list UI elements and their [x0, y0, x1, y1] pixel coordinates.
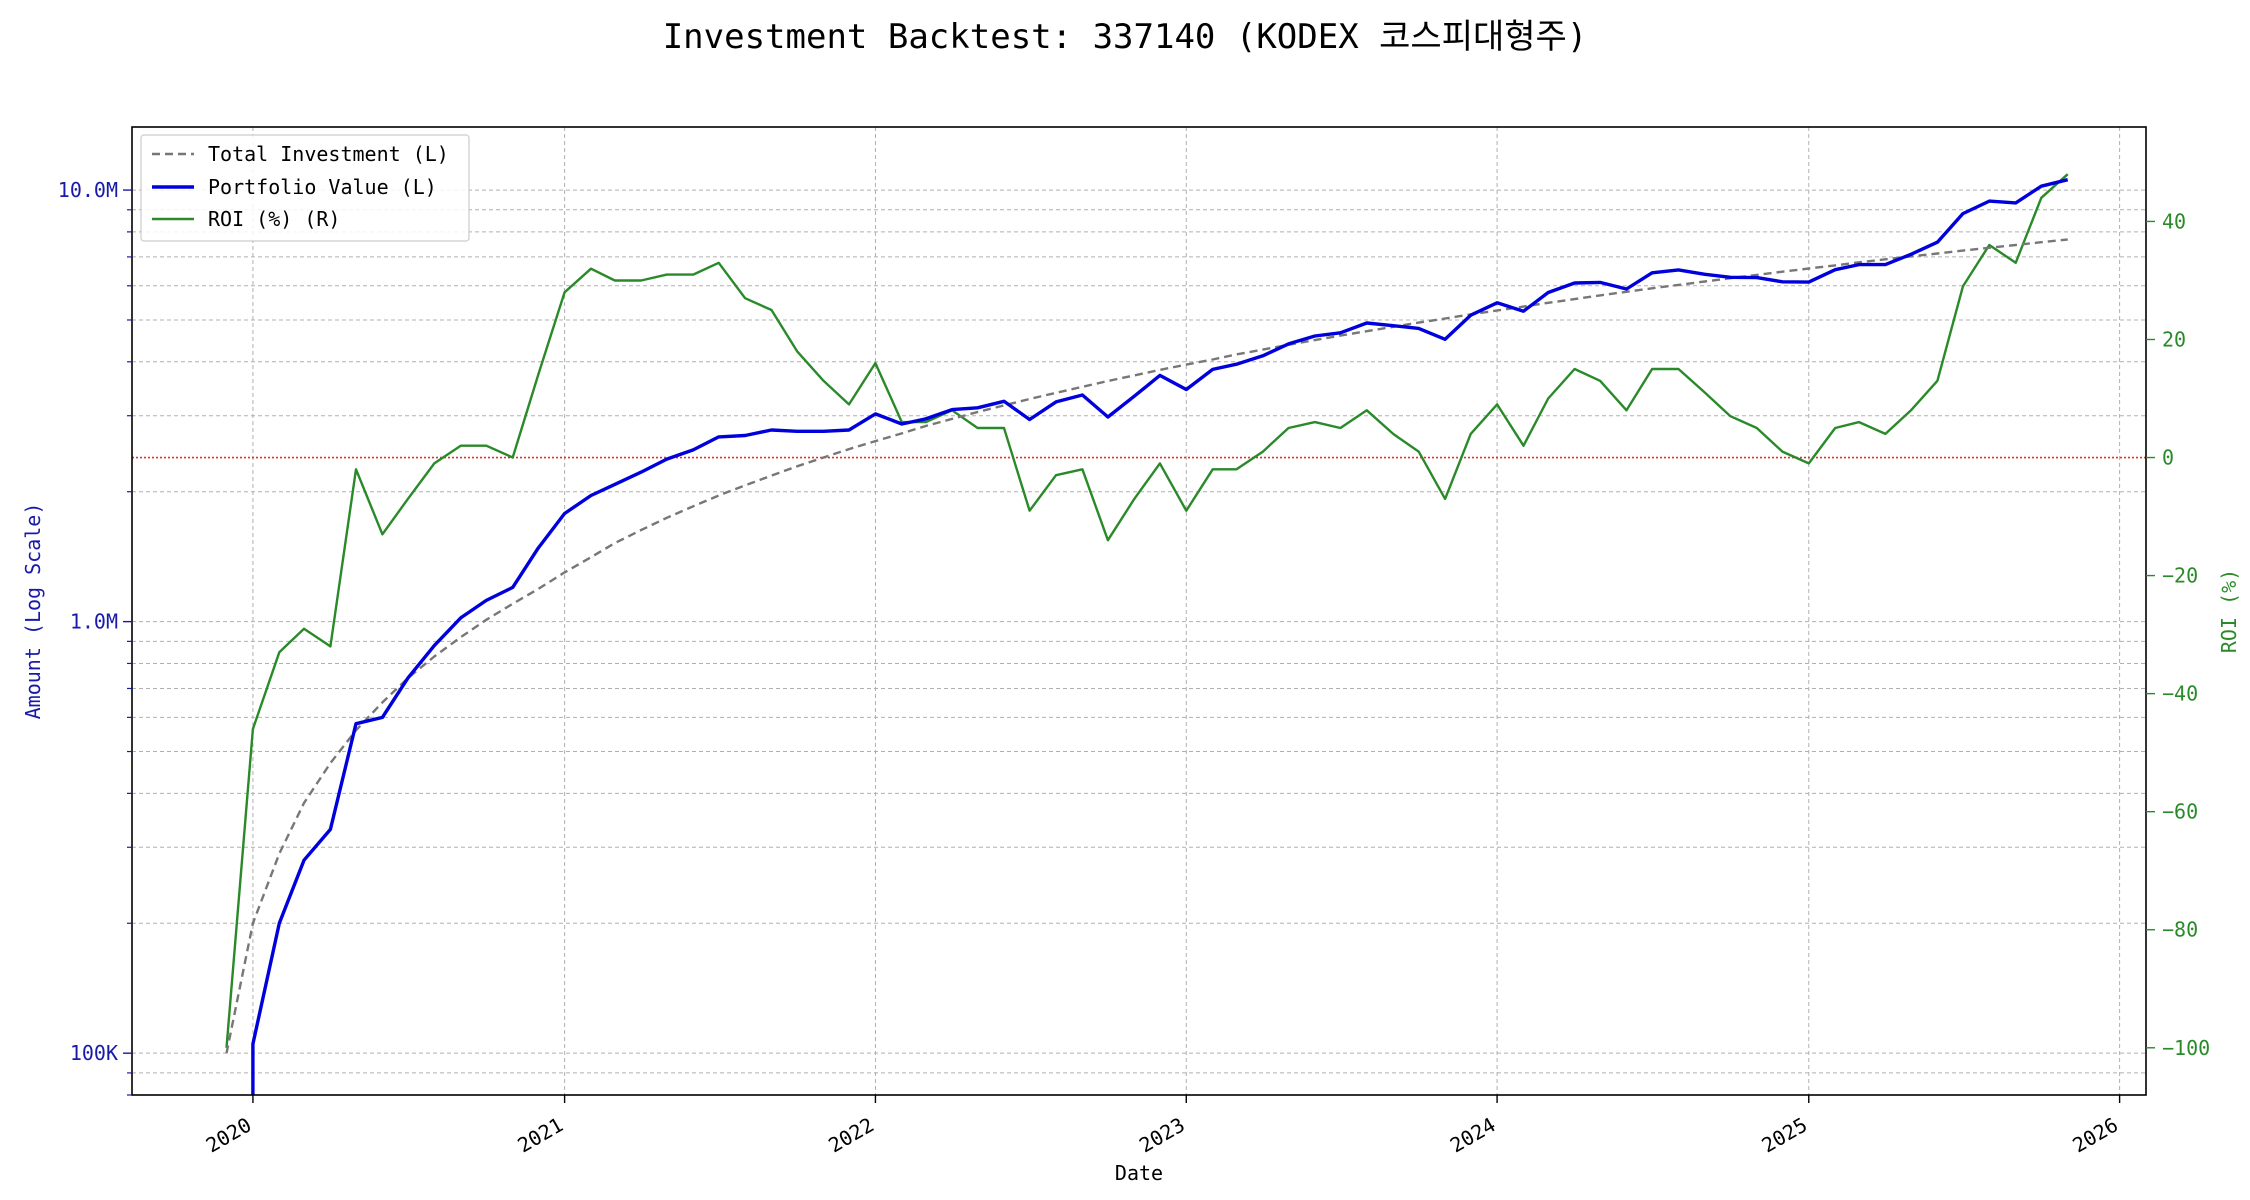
left-axis-ticks: 100K 1.0M 10.0M: [58, 178, 132, 1096]
left-tick-label: 100K: [70, 1041, 118, 1065]
series-line-portfolio-value: [251, 178, 2069, 1095]
left-axis-label: Amount (Log Scale): [21, 503, 45, 720]
x-tick-label: 2025: [1758, 1113, 1812, 1158]
legend-label-investment: Total Investment (L): [208, 142, 449, 166]
x-tick-label: 2020: [202, 1113, 256, 1158]
series-line-total-investment: [225, 238, 2068, 1054]
right-tick-label: −40: [2162, 682, 2198, 706]
right-tick-label: 40: [2162, 209, 2186, 233]
series-lines: [225, 173, 2069, 1095]
left-tick-label: 10.0M: [58, 178, 118, 202]
legend: Total Investment (L) Portfolio Value (L)…: [140, 134, 470, 242]
x-tick-label: 2023: [1135, 1113, 1189, 1158]
right-tick-label: −100: [2162, 1036, 2210, 1060]
legend-label-roi: ROI (%) (R): [208, 207, 340, 231]
x-axis-label: Date: [1115, 1161, 1163, 1185]
series-line-roi: [225, 173, 2069, 1048]
chart-title: Investment Backtest: 337140 (KODEX 코스피대형…: [663, 17, 1588, 57]
x-tick-label: 2022: [824, 1113, 878, 1158]
right-tick-label: −60: [2162, 800, 2198, 824]
legend-box: [140, 134, 470, 242]
right-tick-label: 20: [2162, 327, 2186, 351]
x-axis-ticks: 2020 2021 2022 2023 2024 2025 2026: [202, 1095, 2122, 1157]
right-tick-label: 0: [2162, 446, 2174, 470]
grid: [132, 127, 2146, 1096]
right-tick-label: −80: [2162, 918, 2198, 942]
legend-label-portfolio: Portfolio Value (L): [208, 175, 437, 199]
right-tick-label: −20: [2162, 564, 2198, 588]
right-axis-label: ROI (%): [2217, 569, 2241, 653]
x-tick-label: 2024: [1446, 1113, 1500, 1158]
right-axis-ticks: −100 −80 −60 −40 −20 0 20 40: [2146, 209, 2210, 1060]
x-tick-label: 2021: [513, 1113, 567, 1158]
plot-frame: [131, 126, 2147, 1096]
left-tick-label: 1.0M: [70, 610, 118, 634]
x-tick-label: 2026: [2068, 1113, 2122, 1158]
